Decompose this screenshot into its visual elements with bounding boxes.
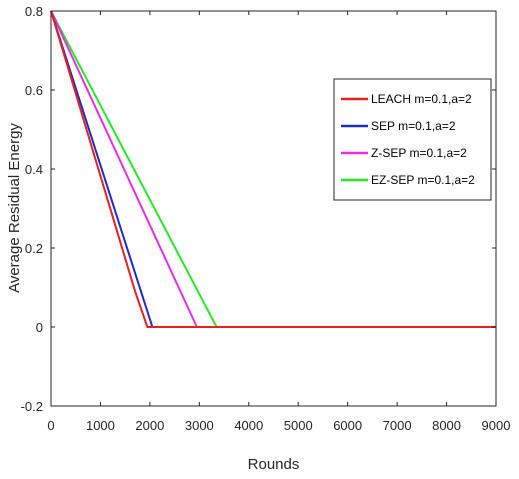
legend-label: SEP m=0.1,a=2 xyxy=(371,119,456,133)
x-tick-label: 1000 xyxy=(86,418,115,433)
plot-area xyxy=(50,10,497,407)
y-tick-label: 0.8 xyxy=(25,4,43,19)
legend-items: LEACH m=0.1,a=2 SEP m=0.1,a=2 Z-SEP m=0.1,… xyxy=(341,92,475,187)
y-tick-label: 0 xyxy=(36,320,43,335)
x-axis-label: Rounds xyxy=(248,456,300,473)
series-line-leach xyxy=(50,10,496,328)
x-tick-label: 8000 xyxy=(432,418,461,433)
y-tick-label: 0.2 xyxy=(25,241,43,256)
x-tick-label: 3000 xyxy=(185,418,214,433)
y-tick-label: -0.2 xyxy=(21,399,43,414)
legend: LEACH m=0.1,a=2 SEP m=0.1,a=2 Z-SEP m=0.1,… xyxy=(333,78,492,201)
legend-label: EZ-SEP m=0.1,a=2 xyxy=(371,173,475,187)
y-axis-label: Average Residual Energy xyxy=(6,123,23,293)
y-tick-label: 0.6 xyxy=(25,83,43,98)
tick-layer: 0 1000 2000 3000 4000 5000 6000 7000 8000 9000 0.8… xyxy=(21,4,511,433)
x-tick-label: 4000 xyxy=(234,418,263,433)
series-layer xyxy=(50,10,496,328)
x-tick-label: 0 xyxy=(47,418,54,433)
legend-label: Z-SEP m=0.1,a=2 xyxy=(371,146,467,160)
x-tick-label: 6000 xyxy=(333,418,362,433)
y-tick-label: 0.4 xyxy=(25,162,43,177)
x-tick-label: 9000 xyxy=(482,418,511,433)
x-tick-label: 7000 xyxy=(383,418,412,433)
x-tick-label: 5000 xyxy=(284,418,313,433)
legend-label: LEACH m=0.1,a=2 xyxy=(371,92,472,106)
x-tick-label: 2000 xyxy=(135,418,164,433)
